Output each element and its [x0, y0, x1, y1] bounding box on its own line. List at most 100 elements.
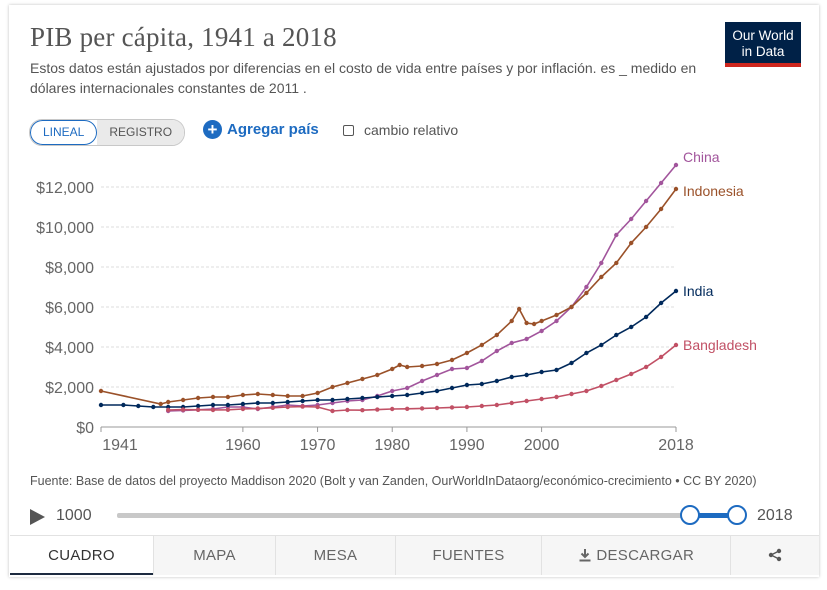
data-point-india: [569, 360, 574, 366]
data-point-indonesia: [509, 318, 514, 324]
data-point-bangladesh: [315, 404, 320, 410]
data-point-indonesia: [360, 376, 365, 382]
data-point-china: [464, 365, 470, 371]
timeline-end-handle[interactable]: [727, 505, 747, 525]
data-point-india: [449, 385, 455, 391]
tab-table[interactable]: MESA: [275, 536, 395, 575]
tab-share[interactable]: [730, 536, 819, 575]
data-point-india: [360, 395, 365, 401]
plus-circle-icon: +: [203, 120, 222, 139]
chart-gridlines: [101, 186, 676, 428]
chart-series-labels: China Indonesia India Bangladesh: [683, 149, 757, 353]
data-point-indonesia: [599, 274, 604, 280]
data-point-bangladesh: [210, 407, 216, 413]
tab-sources[interactable]: FUENTES: [395, 536, 541, 575]
owid-logo[interactable]: Our World in Data: [725, 22, 801, 67]
data-point-china: [449, 366, 455, 372]
data-point-bangladesh: [330, 408, 335, 414]
timeline-end-label: 2018: [757, 507, 793, 524]
data-point-bangladesh: [449, 405, 455, 410]
data-point-indonesia: [479, 342, 484, 348]
data-point-indonesia: [643, 224, 649, 230]
play-icon[interactable]: [30, 509, 45, 525]
data-point-indonesia: [539, 318, 544, 324]
data-point-bangladesh: [390, 406, 395, 412]
data-point-china: [479, 358, 484, 364]
data-point-bangladesh: [673, 342, 679, 348]
data-point-indonesia: [225, 394, 231, 400]
data-point-indonesia: [300, 393, 305, 399]
data-point-bangladesh: [614, 377, 619, 383]
chart-series: [98, 162, 679, 414]
series-label-bangladesh: Bangladesh: [683, 337, 757, 353]
data-point-indonesia: [330, 384, 335, 390]
x-tick-label: 2000: [524, 437, 560, 454]
data-point-indonesia: [390, 366, 395, 372]
scale-log-button[interactable]: REGISTRO: [97, 120, 185, 145]
y-tick-label: $0: [76, 420, 94, 437]
data-point-india: [330, 397, 335, 403]
data-point-indonesia: [464, 350, 470, 356]
data-point-india: [584, 350, 589, 356]
data-point-bangladesh: [554, 394, 559, 400]
data-point-india: [509, 374, 514, 380]
data-point-bangladesh: [166, 407, 171, 413]
x-tick-label: 1941: [102, 437, 138, 454]
data-point-bangladesh: [285, 404, 290, 410]
data-point-indonesia: [524, 320, 529, 326]
relative-change-checkbox[interactable]: [343, 124, 354, 136]
data-point-india: [300, 398, 305, 404]
data-point-bangladesh: [629, 371, 634, 377]
y-tick-label: $8,000: [45, 260, 94, 277]
timeline-start-label: 1000: [56, 507, 92, 524]
data-point-bangladesh: [255, 406, 260, 411]
data-point-india: [270, 400, 275, 406]
data-point-china: [524, 336, 529, 342]
series-line-indonesia: [100, 188, 677, 405]
data-point-india: [434, 388, 440, 394]
add-country-label: Agregar país: [227, 121, 319, 138]
data-point-indonesia: [554, 312, 559, 318]
series-line-bangladesh: [168, 344, 677, 412]
data-point-india: [554, 367, 559, 373]
data-point-indonesia: [255, 391, 260, 397]
timeline-start-handle[interactable]: [680, 505, 700, 525]
series-label-indonesia: Indonesia: [683, 183, 744, 199]
chart-axes: $0 $2,000 $4,000 $6,000 $8,000 $10,000 $12,000…: [36, 180, 694, 454]
tab-download[interactable]: DESCARGAR: [541, 536, 730, 575]
data-point-india: [390, 393, 395, 399]
logo-red-bar: [725, 63, 801, 67]
data-point-bangladesh: [300, 404, 305, 409]
data-point-indonesia: [569, 304, 574, 310]
data-point-india: [614, 332, 619, 338]
data-point-indonesia: [449, 357, 455, 363]
chart-card: [9, 5, 819, 577]
scale-toggle: LINEAL REGISTRO: [29, 119, 186, 146]
data-point-china: [390, 388, 395, 394]
relative-change-toggle[interactable]: cambio relativo: [343, 122, 458, 138]
tab-chart[interactable]: CUADRO: [10, 536, 153, 575]
add-country-button[interactable]: + Agregar país: [203, 120, 319, 139]
data-point-china: [614, 232, 619, 238]
chart-title: PIB per cápita, 1941 a 2018: [30, 22, 337, 52]
data-point-bangladesh: [509, 400, 514, 406]
data-point-india: [599, 342, 604, 348]
data-point-india: [210, 402, 216, 408]
scale-linear-button[interactable]: LINEAL: [30, 120, 98, 145]
data-point-indonesia: [434, 361, 440, 367]
data-point-india: [464, 382, 470, 388]
data-point-china: [629, 216, 634, 222]
data-point-india: [345, 396, 350, 402]
data-point-india: [136, 403, 141, 409]
series-label-china: China: [683, 149, 720, 165]
data-point-india: [121, 402, 126, 408]
timeline-track[interactable]: [117, 513, 737, 518]
data-point-indonesia: [315, 390, 320, 396]
chart-subtitle: Estos datos están ajustados por diferenc…: [30, 60, 697, 96]
data-point-bangladesh: [360, 408, 365, 413]
tab-map[interactable]: MAPA: [153, 536, 275, 575]
data-point-bangladesh: [270, 405, 275, 410]
data-point-india: [419, 390, 425, 396]
data-point-india: [315, 397, 320, 403]
data-point-india: [643, 314, 649, 320]
